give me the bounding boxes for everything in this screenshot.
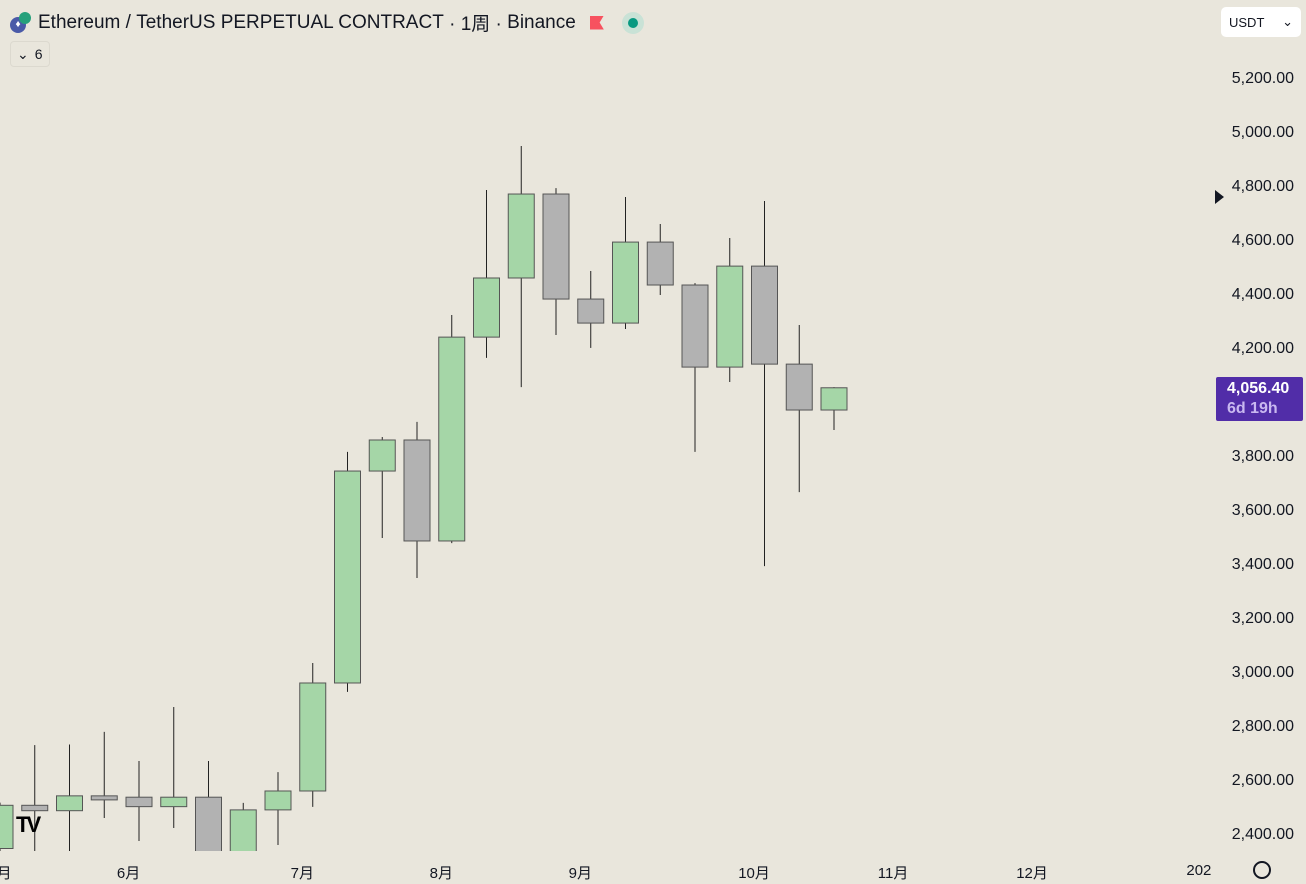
- last-price: 4,056.40: [1227, 380, 1290, 397]
- currency-select[interactable]: USDT ⌄: [1221, 7, 1301, 37]
- price-tick-label: 3,000.00: [1231, 664, 1294, 681]
- candle: [0, 802, 14, 851]
- candle-body-up: [160, 796, 188, 808]
- time-tick-label: 7月: [290, 865, 314, 882]
- candle: [229, 802, 257, 851]
- candle-body-up: [473, 277, 500, 338]
- candle: [716, 238, 744, 382]
- candle: [646, 223, 674, 295]
- candle: [125, 761, 153, 841]
- time-tick-label: 5月: [0, 865, 12, 882]
- candle-body-down: [751, 265, 778, 365]
- indicator-count: 6: [34, 46, 43, 62]
- candle-body-down: [21, 804, 49, 812]
- price-tick-label: 2,800.00: [1231, 718, 1294, 735]
- candle-body-up: [299, 682, 327, 792]
- price-marker-icon: [1215, 190, 1224, 204]
- tradingview-logo[interactable]: TV: [16, 812, 41, 837]
- candle-body-down: [125, 796, 153, 808]
- symbol-header[interactable]: ♦ Ethereum / TetherUS PERPETUAL CONTRACT…: [10, 9, 644, 36]
- candle-body-up: [507, 193, 535, 279]
- ethereum-tether-icon: ♦: [10, 11, 32, 35]
- settings-icon[interactable]: [1253, 861, 1271, 879]
- price-tick-label: 2,600.00: [1231, 772, 1294, 789]
- candle-body-up: [0, 804, 14, 849]
- candle-body-down: [681, 284, 709, 368]
- price-tick-label: 5,200.00: [1231, 70, 1294, 87]
- candle: [160, 707, 188, 828]
- price-tick-label: 4,800.00: [1231, 178, 1294, 195]
- time-tick-label: 9月: [568, 865, 592, 882]
- time-tick-label: 8月: [429, 865, 453, 882]
- candle: [751, 201, 778, 567]
- price-tick-label: 3,600.00: [1231, 502, 1294, 519]
- candle-body-up: [820, 387, 848, 411]
- bar-countdown: 6d 19h: [1227, 400, 1278, 417]
- candle: [577, 270, 605, 348]
- candle: [368, 437, 396, 538]
- last-price-label: 4,056.40 6d 19h: [1216, 377, 1303, 421]
- indicators-toggle[interactable]: ⌄ 6: [10, 41, 50, 67]
- time-tick-label: 10月: [738, 865, 770, 882]
- candle: [21, 745, 49, 851]
- separator: /: [125, 11, 131, 33]
- currency-value: USDT: [1229, 14, 1265, 30]
- market-status-icon[interactable]: [621, 11, 644, 34]
- price-tick-label: 4,200.00: [1231, 340, 1294, 357]
- candle-body-down: [542, 193, 570, 300]
- candle-body-down: [646, 241, 674, 286]
- candle-body-up: [56, 795, 83, 812]
- candle-body-up: [438, 336, 466, 542]
- price-tick-label: 3,400.00: [1231, 556, 1294, 573]
- symbol-name: Ethereum: [38, 11, 121, 33]
- candlestick-plot[interactable]: [0, 0, 1210, 851]
- candle-body-up: [334, 470, 361, 684]
- candle: [612, 196, 639, 330]
- candle-body-down: [785, 363, 813, 411]
- candle-body-up: [229, 809, 257, 851]
- time-tick-label: 11月: [877, 865, 909, 882]
- candle-body-up: [368, 439, 396, 472]
- candle: [473, 189, 500, 358]
- time-tick-label: 6月: [116, 865, 141, 882]
- price-tick-label: 4,400.00: [1231, 286, 1294, 303]
- flag-icon[interactable]: [589, 15, 604, 30]
- quote-name: TetherUS PERPETUAL CONTRACT: [136, 11, 444, 33]
- candle-body-up: [716, 265, 744, 368]
- candle-body-down: [577, 298, 605, 324]
- candle-body-down: [195, 796, 222, 851]
- candle: [542, 188, 570, 335]
- price-tick-label: 2,400.00: [1231, 826, 1294, 843]
- chevron-down-icon: ⌄: [17, 45, 29, 62]
- candle: [785, 324, 813, 493]
- price-tick-label: 3,200.00: [1231, 610, 1294, 627]
- candle: [264, 772, 292, 845]
- candle: [438, 314, 466, 544]
- candle: [56, 744, 83, 851]
- candle: [195, 761, 222, 851]
- price-tick-label: 4,600.00: [1231, 232, 1294, 249]
- candle: [403, 421, 431, 578]
- price-tick-label: 3,800.00: [1231, 448, 1294, 465]
- candle: [299, 663, 327, 807]
- candle: [681, 283, 709, 452]
- candle-body-up: [612, 241, 639, 324]
- interval[interactable]: · 1周 ·: [449, 14, 502, 35]
- price-tick-label: 5,000.00: [1231, 124, 1294, 141]
- chevron-down-icon: ⌄: [1282, 14, 1293, 29]
- candle-body-down: [90, 795, 118, 801]
- candle: [820, 387, 848, 430]
- time-tick-label: 12月: [1016, 865, 1048, 882]
- candle-body-down: [403, 439, 431, 542]
- time-tick-label: 202: [1186, 862, 1212, 879]
- candle: [507, 145, 535, 388]
- candle: [334, 451, 361, 692]
- exchange: Binance: [507, 11, 576, 33]
- candle-body-up: [264, 790, 292, 811]
- candle: [90, 731, 118, 818]
